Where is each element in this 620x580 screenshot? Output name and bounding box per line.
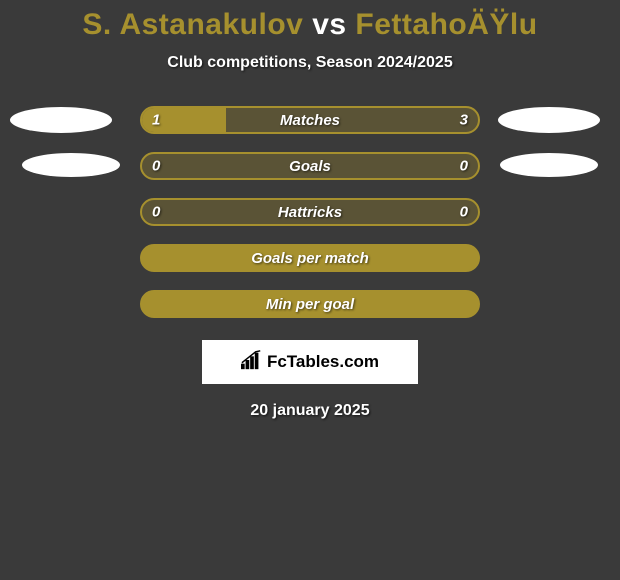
vs-separator: vs [312,8,346,41]
stat-row: 1 3 Matches [0,106,620,134]
stat-value-right: 3 [460,112,468,129]
stat-bar: Min per goal [140,290,480,318]
stat-label: Goals [289,158,331,175]
brand-text: FcTables.com [267,352,379,372]
stat-row: 0 0 Goals [0,152,620,180]
bar-chart-icon [241,350,263,375]
stat-row: 0 0 Hattricks [0,198,620,226]
stat-row: Min per goal [0,290,620,318]
stat-bar: 0 0 Hattricks [140,198,480,226]
stats-rows: 1 3 Matches 0 0 Goals 0 0 Hattricks Goals per mat… [0,106,620,318]
player2-name: FettahoÄŸlu [355,8,537,41]
player1-name: S. Astanakulov [82,8,303,41]
stat-bar: Goals per match [140,244,480,272]
stat-value-right: 0 [460,158,468,175]
date-label: 20 january 2025 [0,402,620,420]
page-title: S. Astanakulov vs FettahoÄŸlu [0,8,620,42]
comparison-card: S. Astanakulov vs FettahoÄŸlu Club compe… [0,0,620,420]
brand-box: FcTables.com [202,340,418,384]
stat-bar: 1 3 Matches [140,106,480,134]
stat-value-left: 1 [152,112,160,129]
stat-label: Hattricks [278,204,342,221]
decoration-ellipse [500,153,598,177]
decoration-ellipse [10,107,112,133]
stat-row: Goals per match [0,244,620,272]
stat-label: Goals per match [251,250,369,267]
subtitle: Club competitions, Season 2024/2025 [0,54,620,72]
decoration-ellipse [22,153,120,177]
stat-label: Matches [280,112,340,129]
stat-bar: 0 0 Goals [140,152,480,180]
decoration-ellipse [498,107,600,133]
stat-label: Min per goal [266,296,354,313]
stat-value-left: 0 [152,204,160,221]
stat-value-right: 0 [460,204,468,221]
stat-value-left: 0 [152,158,160,175]
